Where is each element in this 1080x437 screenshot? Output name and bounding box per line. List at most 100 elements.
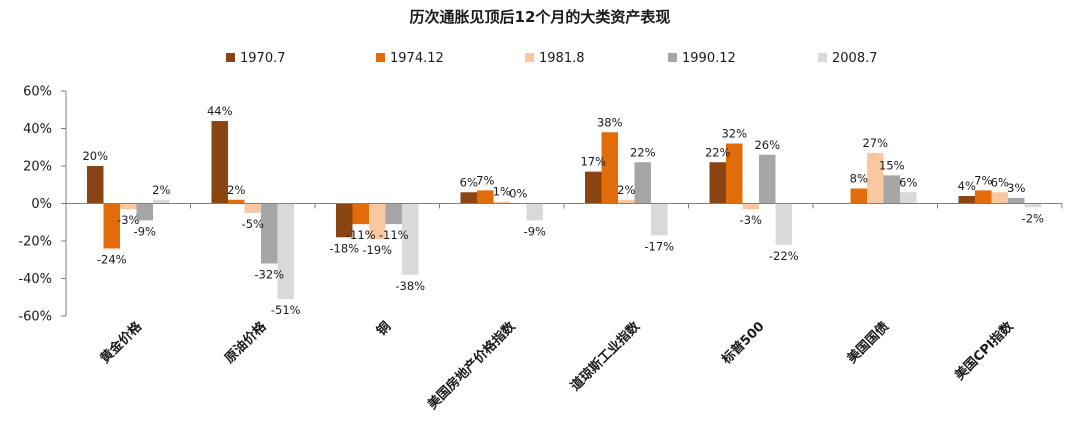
legend-item: 2008.7 [818, 51, 878, 66]
y-tick-label: -40% [18, 272, 52, 287]
data-label: -17% [644, 239, 674, 253]
chart-title: 历次通胀见顶后12个月的大类资产表现 [410, 8, 671, 26]
data-label: 17% [580, 155, 606, 169]
legend-label: 1970.7 [240, 51, 286, 66]
bar [228, 199, 245, 204]
data-labels: 20% 44% -18% 6% 17% 22% 4% -24% 2% -11% 7% 38% 32% 8%… [82, 104, 1044, 317]
bar [460, 192, 477, 204]
bar [850, 188, 867, 204]
data-label: 6% [460, 175, 478, 189]
data-label: 0% [509, 187, 527, 201]
data-label: -24% [97, 253, 127, 267]
bar [958, 196, 975, 204]
data-label: 8% [850, 172, 868, 186]
bar [1008, 197, 1025, 204]
data-label: 2% [152, 183, 170, 197]
y-tick-label: 40% [23, 122, 52, 137]
data-label: 4% [958, 179, 976, 193]
legend-item: 1974.12 [376, 51, 444, 66]
y-tick-label: 20% [23, 160, 52, 175]
data-label: -38% [395, 279, 425, 293]
x-tick-label: 美国房地产价格指数 [425, 318, 520, 413]
data-label: -3% [117, 213, 139, 227]
bar [244, 203, 261, 213]
data-label: 38% [597, 115, 623, 129]
bar [775, 203, 792, 245]
bar [709, 162, 726, 204]
bar [585, 171, 602, 204]
legend-item: 1990.12 [668, 51, 736, 66]
bar [136, 203, 153, 221]
x-tick-label: 道琼斯工业指数 [567, 318, 643, 394]
legend-label: 1981.8 [539, 51, 585, 66]
bar [759, 154, 776, 204]
data-label: 2% [617, 183, 635, 197]
bar [120, 203, 137, 210]
bar [742, 203, 759, 210]
bars [87, 121, 1041, 300]
bar [153, 199, 170, 204]
bar [261, 203, 278, 264]
bar [601, 132, 618, 204]
legend-item: 1970.7 [226, 51, 286, 66]
data-label: -32% [254, 268, 284, 282]
legend-label: 1974.12 [390, 51, 444, 66]
y-tick-label: -60% [18, 310, 52, 325]
data-label: 1% [493, 185, 511, 199]
data-label: 27% [862, 136, 888, 150]
data-label: 32% [721, 127, 747, 141]
bar [352, 203, 369, 225]
y-tick-label: -20% [18, 235, 52, 250]
y-tick-label: 0% [31, 197, 52, 212]
bar [369, 203, 386, 240]
bar [975, 190, 992, 204]
bar [883, 175, 900, 204]
data-label: 44% [207, 104, 233, 118]
data-label: -18% [329, 241, 359, 255]
data-label: 6% [991, 175, 1009, 189]
bar [477, 190, 494, 204]
data-label: -2% [1022, 211, 1044, 225]
legend-swatch [525, 53, 534, 62]
legend-swatch [226, 53, 235, 62]
data-label: -51% [271, 303, 301, 317]
legend-swatch [668, 53, 677, 62]
data-label: 22% [705, 145, 731, 159]
bar [277, 203, 294, 300]
y-axis: -60% -40% -20% 0% 20% 40% 60% [18, 85, 67, 325]
data-label: -5% [242, 217, 264, 231]
bar [991, 192, 1008, 204]
bar [336, 203, 353, 238]
bar [526, 203, 543, 221]
data-label: -11% [346, 228, 376, 242]
data-label: -22% [769, 249, 799, 263]
data-label: 7% [974, 173, 992, 187]
bar [1024, 203, 1041, 208]
data-label: -19% [362, 243, 392, 257]
data-label: 20% [82, 149, 108, 163]
bar [103, 203, 120, 249]
bar [87, 166, 104, 204]
legend-swatch [376, 53, 385, 62]
y-tick-label: 60% [23, 85, 52, 100]
x-tick-label: 原油价格 [221, 318, 270, 367]
x-tick-label: 黄金价格 [97, 318, 146, 367]
legend-label: 2008.7 [832, 51, 878, 66]
bar [493, 201, 510, 204]
data-label: 26% [754, 138, 780, 152]
x-tick-label: 美国国债 [844, 319, 892, 367]
x-tick-label: 美国CPI指数 [952, 318, 1018, 384]
x-tick-label: 铜 [373, 319, 394, 340]
data-label: -9% [134, 224, 156, 238]
x-axis: 黄金价格 原油价格 铜 美国房地产价格指数 道琼斯工业指数 标普500 美国国债 美国CPI指… [66, 203, 1063, 413]
bar [385, 203, 402, 225]
bar [634, 162, 651, 204]
legend-item: 1981.8 [525, 51, 585, 66]
legend-label: 1990.12 [682, 51, 736, 66]
data-label: 2% [227, 183, 245, 197]
bar [402, 203, 419, 275]
bar [651, 203, 668, 236]
bar [867, 152, 884, 204]
legend: 1970.7 1974.12 1981.8 1990.12 2008.7 [226, 51, 878, 66]
